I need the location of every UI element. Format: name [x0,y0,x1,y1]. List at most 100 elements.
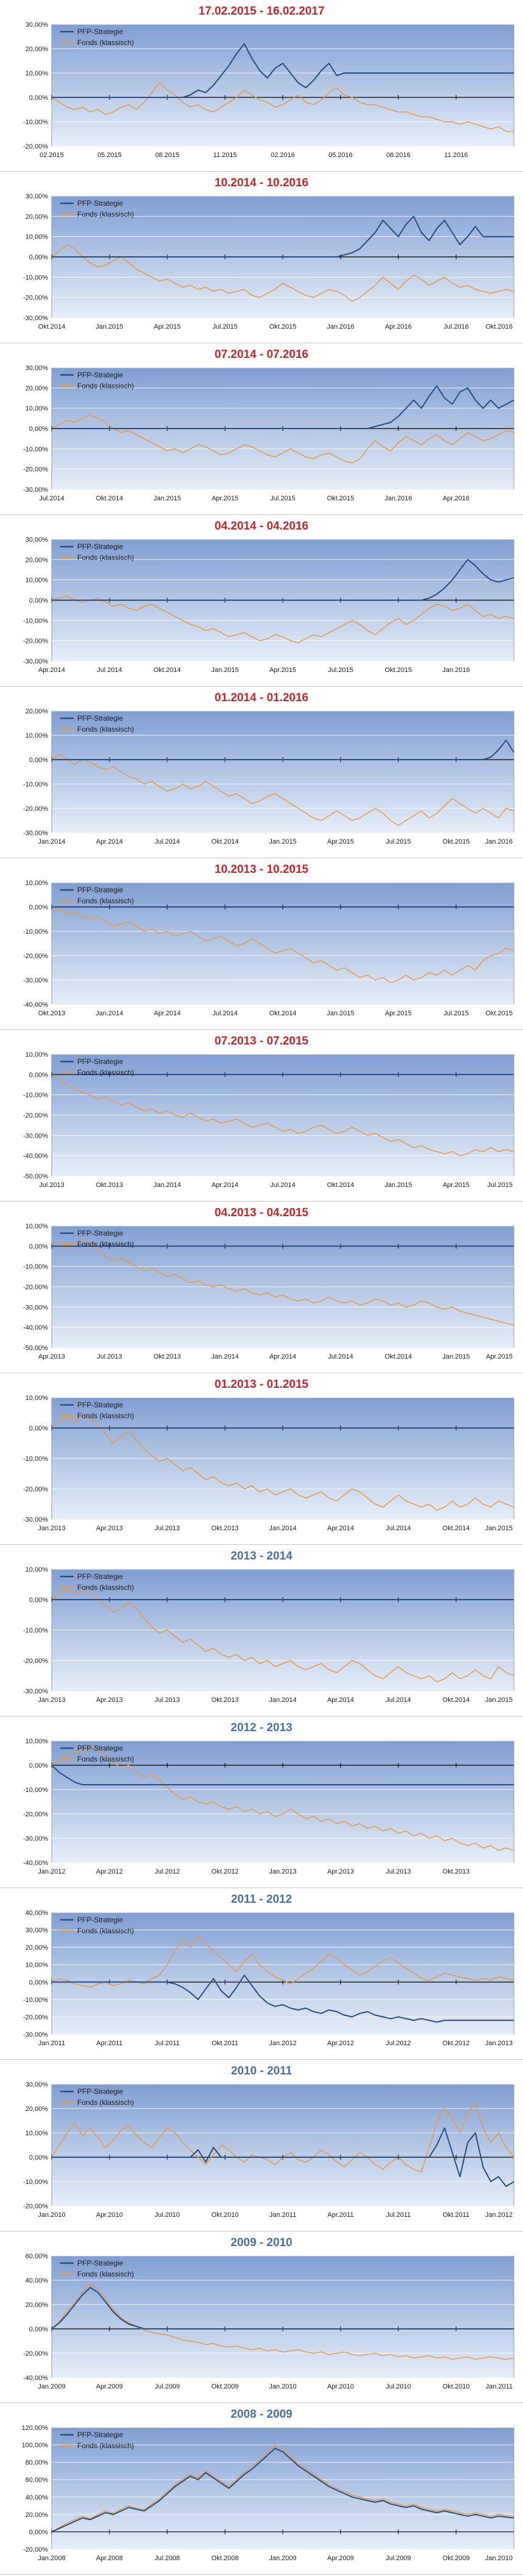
x-tick-label: Okt.2014 [38,323,66,331]
x-tick-label: Jan.2013 [485,2040,513,2047]
chart-panel: 07.2014 - 07.2016 30,00% 20,00% 10,00% 0,00%… [0,343,523,515]
x-tick-label: Jul.2015 [386,838,411,845]
y-tick-label: 20,00% [26,2301,49,2309]
legend-label: PFP-Strategie [77,1916,123,1924]
series-line-fonds-klassisch [51,754,514,826]
x-tick-label: Jan.2015 [327,1010,354,1017]
y-tick-label: -40,00% [23,1001,48,1009]
series-line-pfp-strategie [52,1974,514,2023]
y-tick-label: 40,00% [26,2277,49,2284]
x-tick-label: Apr.2014 [269,1353,296,1360]
legend-label: Fonds (klassisch) [77,2270,134,2278]
chart-panel: 2011 - 2012 40,00% 30,00% 20,00% 10,00% 0,00%… [0,1888,523,2060]
x-tick-label: Okt.2010 [443,2383,470,2390]
y-tick-label: -30,00% [23,315,48,322]
x-tick-label: Apr.2013 [38,1353,65,1360]
y-tick-label: -10,00% [23,781,48,788]
legend-label: PFP-Strategie [77,371,123,379]
plot-area [51,1912,514,2035]
legend-label: Fonds (klassisch) [77,38,134,47]
x-tick-label: Jul.2013 [39,1181,64,1189]
x-tick-label: Apr.2015 [486,1353,513,1360]
x-tick-label: Jul.2016 [443,323,469,331]
y-tick-label: -20,00% [23,1811,48,1818]
series-line-fonds-klassisch [51,2444,514,2533]
chart-title: 07.2014 - 07.2016 [214,348,309,361]
line-chart: 30,00% 20,00% 10,00% 0,00% -10,00% -20,00% -30… [23,365,514,502]
x-tick-label: Jan.2013 [38,1696,65,1704]
y-tick-label: 10,00% [26,2130,49,2137]
y-tick-label: 20,00% [26,385,49,392]
y-tick-label: -30,00% [23,658,48,665]
x-tick-label: Jan.2015 [269,838,296,845]
y-tick-label: -10,00% [23,617,48,625]
legend-label: PFP-Strategie [77,1744,123,1752]
y-tick-label: 10,00% [26,732,49,740]
y-tick-label: 20,00% [26,2511,49,2519]
y-tick-label: 80,00% [26,2459,49,2466]
x-tick-label: Apr.2015 [385,1010,412,1017]
chart-title: 01.2014 - 01.2016 [214,691,309,704]
y-tick-label: 10,00% [26,1223,49,1230]
series-line-pfp-strategie [52,385,514,429]
x-tick-label: Okt.2013 [212,1525,239,1532]
x-tick-label: Jul.2014 [212,1010,238,1017]
legend-label: Fonds (klassisch) [77,382,134,390]
x-tick-label: Jul.2015 [443,1010,469,1017]
line-chart: 120,00% 100,00% 80,00% 60,00% 40,00% 20,00% 0,… [22,2424,514,2562]
x-tick-label: Jan.2013 [269,1868,296,1875]
line-chart: 60,00%40,00%20,00%0,00%-20,00%-40,00%Jan… [23,2253,514,2390]
legend-label: PFP-Strategie [77,27,123,36]
chart-panel: 2010 - 2011 30,00% 20,00% 10,00% 0,00% -10,00… [0,2060,523,2231]
x-tick-label: Jul.2012 [386,2040,411,2047]
y-tick-label: -10,00% [23,1787,48,1794]
legend-label: Fonds (klassisch) [77,1927,134,1935]
line-chart: 30,00%20,00%10,00%0,00%-10,00%-20,00%Jan… [23,2081,514,2219]
plot-area [51,2427,514,2550]
y-tick-label: 30,00% [26,2081,49,2088]
series-line-fonds-klassisch [51,1745,514,1851]
y-tick-label: 40,00% [26,2494,49,2501]
chart-title: 2009 - 2010 [230,2236,293,2249]
y-tick-label: -20,00% [23,295,48,302]
legend-label: Fonds (klassisch) [77,897,134,905]
y-tick-label: 20,00% [26,708,49,715]
y-tick-label: -30,00% [23,1688,48,1695]
x-tick-label: Okt.2013 [154,1353,181,1360]
x-tick-label: Jul.2014 [386,1696,411,1704]
chart-title: 10.2014 - 10.2016 [214,177,309,189]
legend-label: Fonds (klassisch) [77,553,134,562]
x-tick-label: Apr.2015 [212,495,238,502]
legend-label: Fonds (klassisch) [77,1583,134,1592]
y-tick-label: -10,00% [23,1627,48,1634]
x-tick-label: Jul.2013 [386,1868,411,1875]
y-tick-label: -30,00% [23,1516,48,1524]
y-tick-label: 0,00% [29,757,48,764]
x-tick-label: Okt.2014 [385,1353,412,1360]
x-tick-label: Jul.2013 [154,1696,180,1704]
x-tick-label: Jan.2014 [269,1525,296,1532]
line-chart: 40,00% 30,00% 20,00% 10,00% 0,00% -10,00% -20,… [23,1909,514,2047]
chart-title: 2010 - 2011 [230,2065,293,2077]
x-tick-label: 05.2015 [97,152,122,159]
x-tick-label: Jul.2009 [386,2555,411,2562]
x-tick-label: Apr.2015 [154,323,181,331]
y-tick-label: -40,00% [23,2375,48,2382]
line-chart: 20,00%10,00%0,00%-10,00%-20,00%-30,00%Ja… [23,708,514,845]
y-tick-label: 0,00% [29,1425,48,1432]
x-tick-label: Okt.2016 [485,323,513,331]
legend-label: PFP-Strategie [77,1229,123,1237]
chart-panel: 10.2014 - 10.2016 30,00% 20,00% 10,00% 0,00%… [0,172,523,343]
x-tick-label: Jul.2014 [97,667,122,674]
chart-panel: 2009 - 2010 60,00% 40,00% 20,00% 0,00% -20,00… [0,2231,523,2403]
series-line-pfp-strategie [51,1765,514,1785]
y-tick-label: 10,00% [26,1962,49,1969]
y-tick-label: 10,00% [26,1566,49,1573]
x-tick-label: Jan.2015 [442,1353,469,1360]
x-tick-label: Jul.2011 [155,2040,180,2047]
chart-panel: 07.2013 - 07.2015 10,00% 0,00% -10,00% -20,0… [0,1030,523,1202]
y-tick-label: 20,00% [26,556,49,564]
plot-area [51,1740,514,1863]
chart-title: 10.2013 - 10.2015 [214,863,309,876]
x-tick-label: Jan.2012 [485,2211,513,2219]
